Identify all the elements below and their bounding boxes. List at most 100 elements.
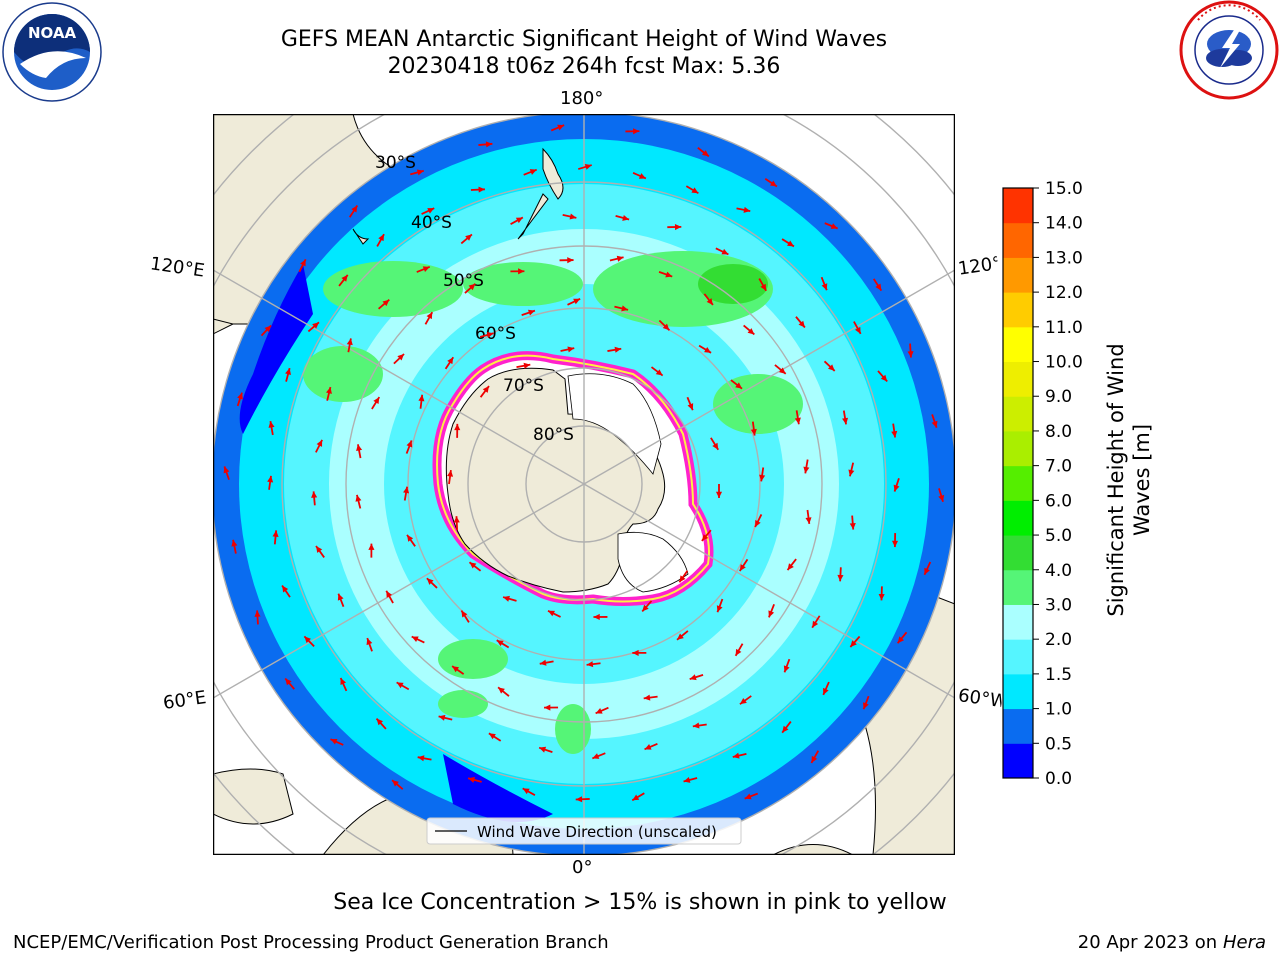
wave-direction-arrowhead: [573, 298, 581, 305]
wave-direction-arrowhead: [586, 661, 594, 668]
wave-direction-arrowhead: [687, 403, 694, 411]
colorbar-tick-label: 14.0: [1045, 214, 1083, 234]
lon-label-120w: 120°W: [956, 253, 1000, 280]
chart-subtitle: 20230418 t06z 264h fcst Max: 5.36: [387, 54, 781, 79]
ross-ice-shelf: [567, 373, 662, 475]
wave-direction-arrowhead: [407, 534, 414, 542]
sea-ice-caption: Sea Ice Concentration > 15% is shown in …: [333, 890, 947, 915]
wave-direction-arrowhead: [368, 543, 375, 550]
wave-direction-arrowhead: [264, 325, 272, 333]
wave-direction-arrowhead: [468, 776, 476, 783]
lat-label-60s: 60°S: [475, 324, 516, 344]
wave-direction-arrowhead: [547, 610, 555, 617]
wave-direction-arrowhead: [406, 440, 413, 448]
wave-direction-arrowhead: [880, 374, 888, 382]
wave-direction-arrowhead: [426, 578, 434, 585]
wave-direction-arrowhead: [706, 298, 713, 305]
wave-direction-arrowhead: [595, 708, 603, 714]
wave-direction-arrowhead: [427, 208, 435, 214]
wave-direction-arrowhead: [304, 636, 311, 644]
wave-direction-arrowhead: [452, 666, 460, 673]
lon-label-180: 180°: [560, 88, 604, 109]
wave-direction-arrowhead: [544, 704, 551, 711]
wave-direction-arrowhead: [715, 491, 723, 498]
colorbar-swatch: [1003, 361, 1033, 397]
wave-direction-arrowhead: [716, 605, 723, 613]
wave-direction-arrowhead: [496, 640, 504, 647]
wave-direction-arrowhead: [341, 274, 348, 282]
wave-direction-arrowhead: [878, 593, 885, 601]
wave-direction-arrowhead: [783, 665, 790, 673]
wave-direction-arrowhead: [527, 309, 535, 316]
colorbar-swatch: [1003, 535, 1033, 571]
wave-direction-arrowhead: [337, 593, 344, 601]
footer-host: Hera: [1222, 932, 1266, 953]
wave-direction-arrowhead: [643, 694, 651, 701]
wave-direction-arrowhead: [366, 638, 373, 646]
chart-title: GEFS MEAN Antarctic Significant Height o…: [280, 27, 888, 52]
wave-direction-arrowhead: [794, 417, 801, 425]
wave-direction-arrowhead: [486, 332, 494, 338]
wave-direction-arrowhead: [665, 271, 673, 278]
colorbar-swatch: [1003, 500, 1033, 536]
wave-direction-arrowhead: [683, 777, 691, 783]
colorbar-tick-label: 0.0: [1045, 769, 1072, 789]
wave-direction-arrowhead: [875, 283, 882, 291]
wave-direction-arrowhead: [503, 595, 510, 602]
wave-direction-arrowhead: [488, 733, 496, 740]
wave-direction-arrowhead: [755, 519, 761, 527]
colorbar-tick-label: 8.0: [1045, 422, 1072, 442]
wave-direction-arrowhead: [382, 299, 390, 307]
wave-direction-arrowhead: [616, 255, 624, 262]
inner-landmasses: [352, 147, 564, 245]
wave-direction-arrowhead: [769, 180, 777, 187]
wave-direction-arrowhead: [539, 659, 547, 666]
wave-direction-arrowhead: [447, 357, 454, 365]
wave-direction-arrowhead: [569, 213, 577, 220]
wave-direction-arrowhead: [679, 575, 686, 583]
noaa-logo: NOAA: [2, 2, 102, 102]
wave-direction-arrowhead: [282, 585, 289, 593]
polar-map: 30°S 40°S 50°S 60°S 70°S 80°S Wind Wave …: [213, 114, 955, 855]
wave-direction-arrowhead: [465, 234, 472, 241]
colorbar-swatch: [1003, 743, 1033, 779]
graticule: [213, 114, 955, 855]
colorbar-tick-label: 12.0: [1045, 283, 1083, 303]
wave-direction-arrowhead: [638, 173, 646, 179]
wave-direction-arrowhead: [447, 470, 454, 477]
footer-date-text: 20 Apr 2023 on: [1077, 932, 1223, 953]
colorbar-tick-label: 5.0: [1045, 526, 1072, 546]
wave-direction-arrowhead: [739, 564, 746, 572]
wave-direction-arrowhead: [750, 428, 757, 436]
colorbar-swatch: [1003, 708, 1033, 744]
wave-direction-arrowhead: [567, 257, 574, 264]
colorbar-tick-label: 4.0: [1045, 561, 1072, 581]
wave-direction-arrowhead: [644, 744, 652, 750]
wave-direction-arrowhead: [760, 283, 767, 291]
wave-direction-arrowhead: [557, 124, 565, 131]
colorbar-swatch: [1003, 673, 1033, 710]
wave-direction-arrowhead: [223, 466, 230, 474]
wave-direction-arrowhead: [759, 474, 766, 482]
lon-label-120e: 120°E: [148, 253, 206, 282]
wave-direction-arrowhead: [575, 796, 583, 803]
colorbar-swatch: [1003, 639, 1033, 675]
lat-label-50s: 50°S: [443, 271, 484, 291]
wave-direction-arrowhead: [454, 423, 461, 431]
wave-direction-arrowhead: [397, 353, 405, 361]
wave-direction-arrowhead: [798, 320, 805, 328]
wave-direction-arrowhead: [416, 169, 424, 176]
arrow-legend: Wind Wave Direction (unscaled): [426, 817, 742, 845]
colorbar-tick-label: 11.0: [1045, 318, 1083, 338]
wave-direction-arrowhead: [376, 718, 384, 726]
wave-direction-arrowhead: [386, 590, 393, 598]
wave-direction-arrowhead: [850, 640, 857, 648]
colorbar-swatch: [1003, 222, 1033, 258]
colorbar-label-line2: Waves [m]: [1130, 424, 1154, 536]
wave-direction-arrowhead: [701, 534, 709, 541]
colorbar-swatch: [1003, 257, 1033, 293]
wave-direction-arrowhead: [812, 620, 819, 628]
wave-direction-arrowhead: [453, 516, 460, 523]
wave-direction-arrowhead: [848, 469, 855, 477]
wave-direction-arrowhead: [326, 387, 332, 394]
